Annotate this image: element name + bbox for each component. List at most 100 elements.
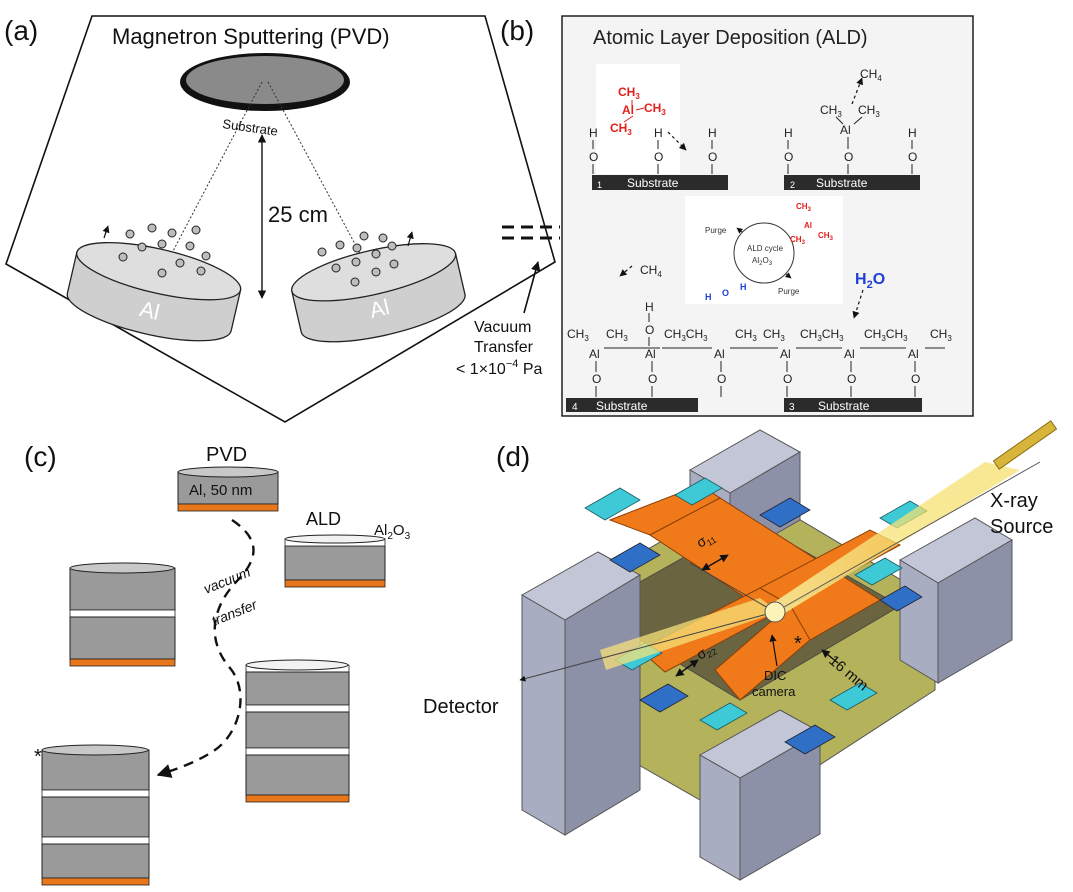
ald-step-2: CH4 H O H O CH3 CH3 Al O (784, 67, 917, 174)
svg-text:O: O (708, 150, 717, 164)
xray-source-tube (992, 420, 1058, 470)
svg-text:CH3: CH3 (796, 202, 812, 213)
panel-d: (d) (423, 420, 1058, 881)
svg-text:O: O (589, 150, 598, 164)
svg-text:H: H (740, 282, 747, 292)
svg-text:CH4: CH4 (640, 263, 662, 279)
panel-a-label: (a) (4, 15, 38, 46)
xray-label-2: Source (990, 516, 1053, 538)
vacuum-transfer: Vacuum Transfer < 1×10−4 Pa (456, 225, 560, 378)
svg-text:3: 3 (789, 402, 795, 413)
svg-text:O: O (844, 150, 853, 164)
svg-text:Purge: Purge (705, 226, 727, 235)
svg-text:ALD cycle: ALD cycle (747, 244, 784, 253)
svg-text:O: O (645, 323, 654, 337)
svg-text:O: O (908, 150, 917, 164)
panel-b-label: (b) (500, 15, 534, 46)
ald-steps-3-4: H O CH3 CH3 Al O Al O CH3CH3 Al O CH3 CH… (567, 300, 952, 386)
al-thickness-label: Al, 50 nm (189, 482, 252, 499)
vacuum-label: Vacuum (474, 319, 532, 336)
panel-a-title: Magnetron Sputtering (PVD) (112, 24, 390, 49)
svg-text:H: H (654, 126, 663, 140)
rig-blue-mounts (609, 497, 923, 755)
substrate-bar-2 (784, 175, 920, 190)
substrate-bar-4 (566, 398, 698, 412)
svg-text:Al2O3: Al2O3 (752, 256, 773, 267)
rig-actuator-blocks (520, 429, 1013, 881)
stack-asterisk: * (34, 746, 42, 768)
svg-text:H: H (784, 126, 793, 140)
svg-text:1: 1 (597, 180, 602, 190)
svg-text:Al: Al (622, 103, 634, 117)
al2o3-label: Al2O3 (374, 522, 411, 542)
svg-text:H: H (908, 126, 917, 140)
svg-text:Purge: Purge (778, 287, 800, 296)
svg-text:CH3CH3: CH3CH3 (864, 327, 908, 343)
svg-text:CH3CH3: CH3CH3 (800, 327, 844, 343)
transfer-path (156, 519, 255, 778)
xray-label-1: X-ray (990, 490, 1038, 512)
ald-cycle: ALD cycle Al2O3 Purge Purge CH3 Al CH3 C… (685, 196, 843, 304)
svg-text:O: O (717, 372, 726, 386)
svg-text:CH3: CH3 (735, 327, 757, 343)
svg-text:O: O (911, 372, 920, 386)
svg-text:H: H (589, 126, 598, 140)
svg-text:O: O (783, 372, 792, 386)
transfer-label: Transfer (474, 339, 534, 356)
svg-text:H: H (645, 300, 654, 314)
svg-text:CH3: CH3 (858, 103, 880, 119)
water-label: H2O (855, 271, 885, 291)
distance-label: 25 cm (268, 202, 328, 227)
svg-text:Al: Al (714, 347, 725, 361)
detector-label: Detector (423, 696, 499, 718)
pvd-cylinder (177, 466, 279, 512)
svg-text:Al: Al (804, 221, 812, 230)
substrate-bar-3 (784, 398, 922, 412)
diffracted-beam (600, 598, 778, 670)
svg-text:O: O (654, 150, 663, 164)
svg-text:Al: Al (844, 347, 855, 361)
svg-text:CH3: CH3 (818, 231, 834, 242)
panel-a: (a) Magnetron Sputtering (PVD) Substrate… (4, 15, 556, 423)
svg-text:CH3CH3: CH3CH3 (664, 327, 708, 343)
xray-beam (770, 462, 1020, 616)
pvd-label: PVD (206, 444, 247, 466)
svg-text:H: H (705, 292, 712, 302)
panel-d-label: (d) (496, 441, 530, 472)
pressure-label: < 1×10−4 Pa (456, 358, 542, 378)
bilayer-stack-left (69, 562, 176, 667)
svg-text:CH3: CH3 (567, 327, 589, 343)
svg-text:2: 2 (790, 180, 795, 190)
svg-text:CH3: CH3 (618, 85, 640, 101)
svg-text:Al: Al (589, 347, 600, 361)
dic-label-2: camera (752, 684, 796, 699)
multilayer-stack (41, 744, 150, 886)
svg-text:O: O (784, 150, 793, 164)
trilayer-stack (245, 659, 350, 803)
svg-text:Substrate: Substrate (818, 399, 870, 413)
svg-text:O: O (722, 288, 729, 298)
panel-b-title: Atomic Layer Deposition (ALD) (593, 27, 868, 49)
ald-step-1: H O H O H O (589, 126, 717, 174)
panel-b: (b) Atomic Layer Deposition (ALD) CH3 Al… (500, 15, 974, 417)
svg-text:Al: Al (780, 347, 791, 361)
svg-text:Substrate: Substrate (627, 176, 679, 190)
substrate-bar-1 (592, 175, 728, 190)
dic-label-1: DIC (764, 668, 786, 683)
svg-text:Substrate: Substrate (596, 399, 648, 413)
tma-molecule: CH3 Al CH3 CH3 (610, 85, 666, 137)
svg-text:H: H (708, 126, 717, 140)
svg-text:Substrate: Substrate (816, 176, 868, 190)
svg-text:O: O (592, 372, 601, 386)
svg-text:O: O (847, 372, 856, 386)
transfer-word: transfer (209, 596, 260, 629)
measurement-spot (764, 601, 786, 623)
svg-text:Al: Al (908, 347, 919, 361)
svg-text:Al: Al (840, 123, 851, 137)
sputtered-atoms-right (317, 231, 399, 287)
svg-text:CH3: CH3 (606, 327, 628, 343)
svg-text:CH3: CH3 (644, 101, 666, 117)
sputtered-atoms-left (118, 223, 211, 278)
ald-label: ALD (306, 509, 341, 529)
